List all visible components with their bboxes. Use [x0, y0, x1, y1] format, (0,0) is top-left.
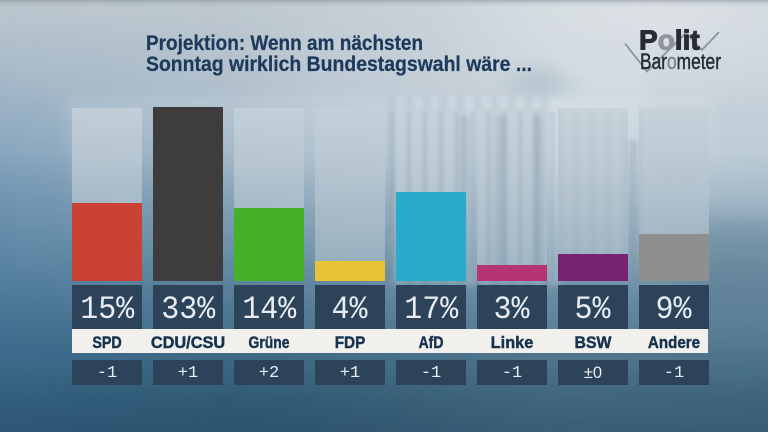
svg-text:Polit: Polit: [639, 25, 700, 56]
svg-text:Barometer: Barometer: [640, 50, 721, 74]
